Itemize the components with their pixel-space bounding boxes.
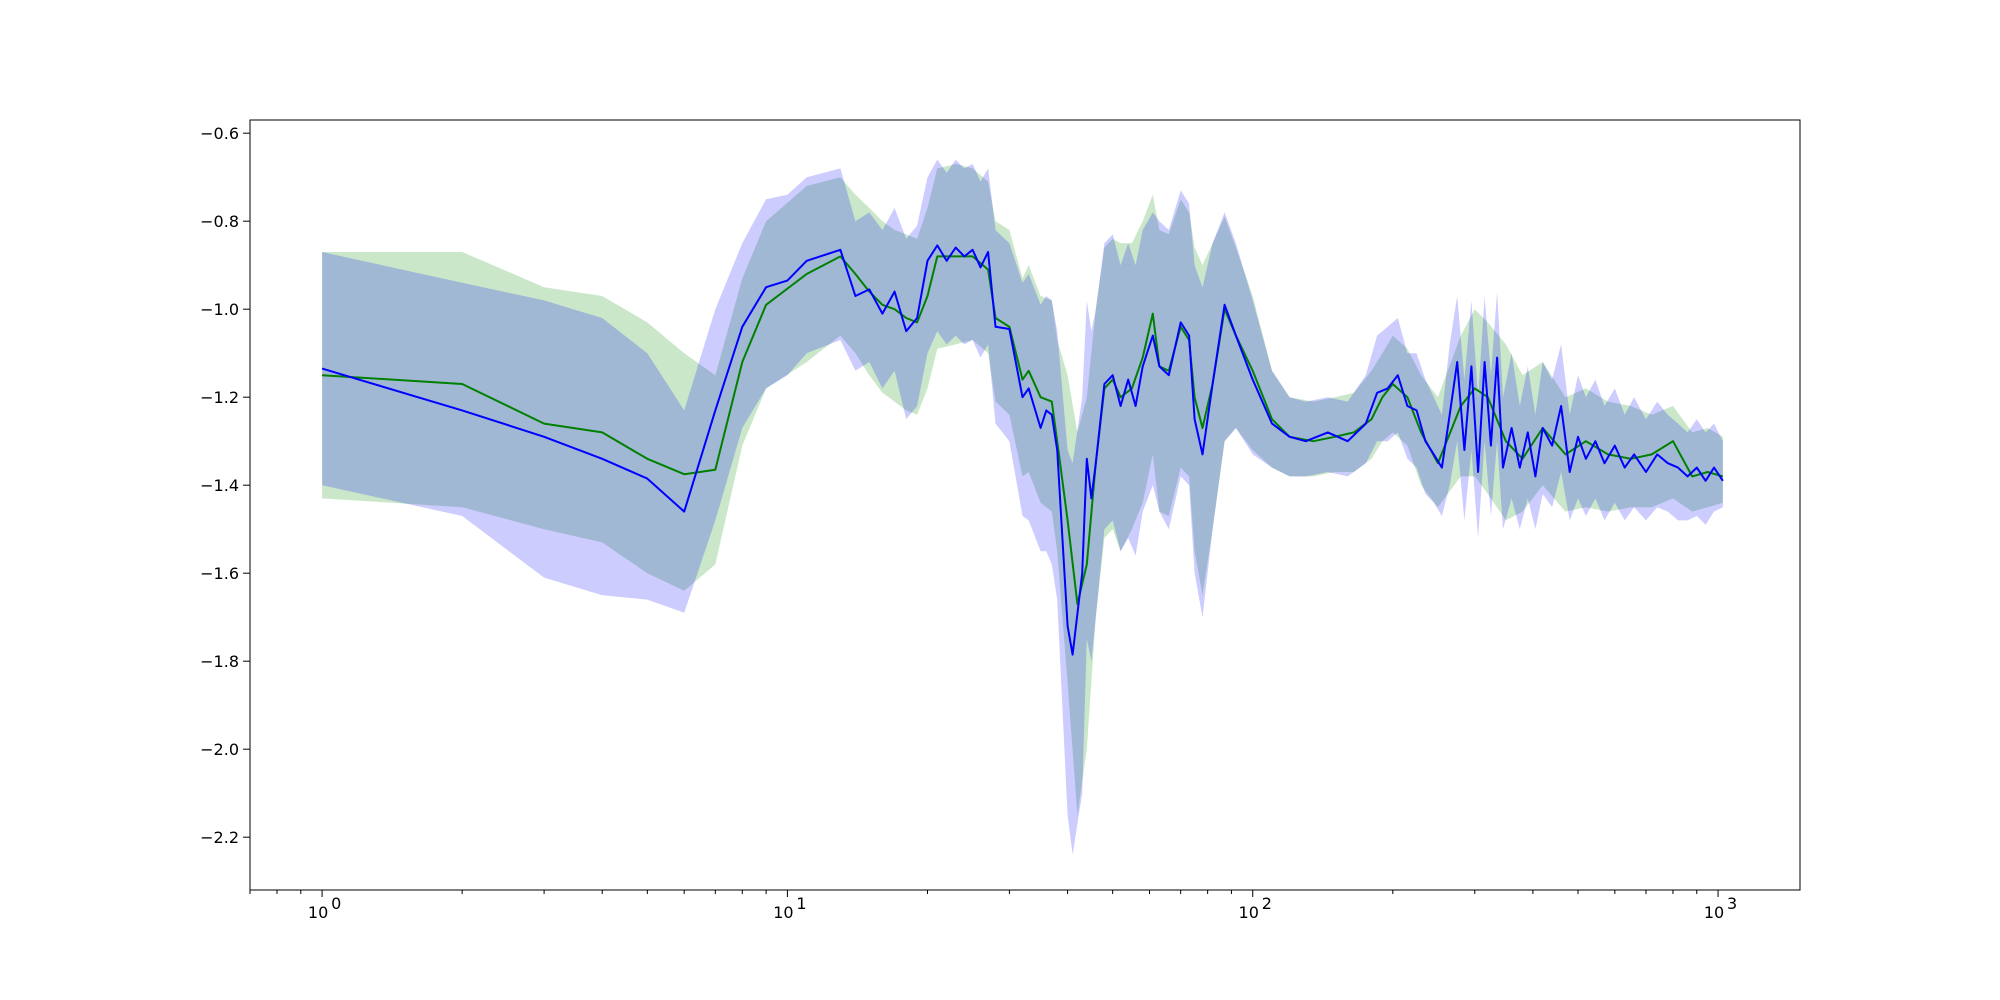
- x-axis-ticks: 10 0 10 1 10 2 10 3: [308, 890, 1737, 922]
- y-tick-label-0: −0.6: [200, 124, 239, 143]
- x-tick-label-0: 10: [308, 903, 328, 922]
- series-lines: [321, 244, 1724, 656]
- confidence-bands: [322, 159, 1723, 855]
- y-tick-label-5: −1.6: [200, 564, 239, 583]
- x-tick-exponent-3: 3: [1727, 894, 1737, 913]
- plot-area-frame: [249, 119, 1801, 891]
- x-tick-exponent-0: 0: [331, 894, 341, 913]
- band-series-2: [322, 159, 1723, 855]
- x-tick-label-2: 10: [1239, 903, 1259, 922]
- x-tick-label-3: 10: [1704, 903, 1724, 922]
- x-tick-label-1: 10: [773, 903, 793, 922]
- y-tick-label-3: −1.2: [200, 388, 239, 407]
- band-series-1: [322, 164, 1723, 816]
- y-tick-label-4: −1.4: [200, 476, 239, 495]
- line-series-2: [321, 244, 1724, 656]
- y-tick-label-1: −0.8: [200, 212, 239, 231]
- y-tick-label-2: −1.0: [200, 300, 239, 319]
- y-tick-label-7: −2.0: [200, 740, 239, 759]
- y-tick-label-8: −2.2: [200, 828, 239, 847]
- y-axis-ticks: −0.6 −0.8 −1.0 −1.2 −1.4 −1.6 −1.8 −2.0 −2.2: [200, 124, 250, 847]
- x-axis-minor-ticks: [249, 890, 1698, 894]
- y-tick-label-6: −1.8: [200, 652, 239, 671]
- x-tick-exponent-2: 2: [1262, 894, 1272, 913]
- x-tick-exponent-1: 1: [796, 894, 806, 913]
